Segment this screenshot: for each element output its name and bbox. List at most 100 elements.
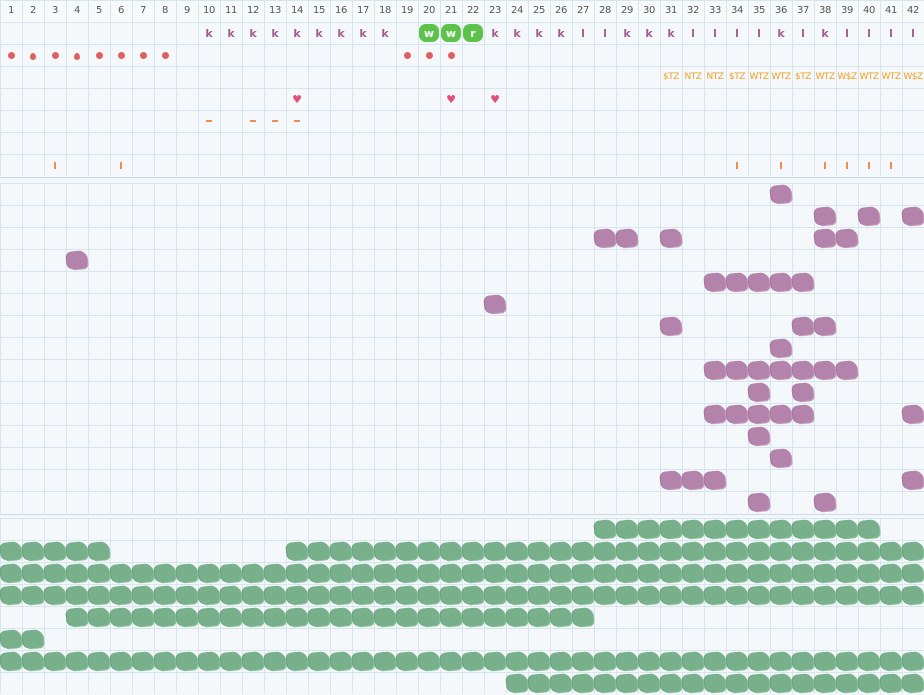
- purple-blob[interactable]: [660, 316, 682, 336]
- purple-blob[interactable]: [814, 492, 836, 512]
- green-blob[interactable]: [110, 585, 132, 605]
- green-blob[interactable]: [418, 651, 440, 671]
- purple-blob[interactable]: [748, 492, 770, 512]
- green-blob[interactable]: [880, 541, 902, 561]
- letter-cell[interactable]: k: [616, 22, 638, 44]
- green-blob[interactable]: [594, 585, 616, 605]
- letter-cell[interactable]: k: [374, 22, 396, 44]
- green-blob[interactable]: [286, 607, 308, 627]
- green-blob[interactable]: [814, 563, 836, 583]
- purple-blob[interactable]: [726, 404, 748, 424]
- green-blob[interactable]: [726, 673, 748, 693]
- purple-blob[interactable]: [792, 272, 814, 292]
- green-blob[interactable]: [110, 563, 132, 583]
- letter-cell[interactable]: k: [506, 22, 528, 44]
- green-blob[interactable]: [902, 651, 924, 671]
- purple-blob[interactable]: [770, 404, 792, 424]
- dot-cell[interactable]: [22, 44, 44, 66]
- letter-cell[interactable]: l: [726, 22, 748, 44]
- letter-cell[interactable]: k: [198, 22, 220, 44]
- green-blob[interactable]: [902, 563, 924, 583]
- green-blob[interactable]: [396, 563, 418, 583]
- green-blob[interactable]: [22, 541, 44, 561]
- green-blob[interactable]: [726, 585, 748, 605]
- green-blob[interactable]: [836, 585, 858, 605]
- green-blob[interactable]: [748, 563, 770, 583]
- green-blob[interactable]: [286, 585, 308, 605]
- letter-cell[interactable]: l: [836, 22, 858, 44]
- purple-blob[interactable]: [858, 206, 880, 226]
- green-blob[interactable]: [880, 585, 902, 605]
- green-blob[interactable]: [220, 585, 242, 605]
- green-blob[interactable]: [352, 563, 374, 583]
- green-blob[interactable]: [440, 541, 462, 561]
- green-blob[interactable]: [198, 651, 220, 671]
- green-blob[interactable]: [352, 585, 374, 605]
- letter-cell[interactable]: l: [594, 22, 616, 44]
- green-blob[interactable]: [704, 673, 726, 693]
- green-blob[interactable]: [660, 541, 682, 561]
- zone-cell[interactable]: NTZ: [704, 66, 726, 88]
- green-blob[interactable]: [374, 563, 396, 583]
- green-blob[interactable]: [352, 541, 374, 561]
- green-blob[interactable]: [220, 651, 242, 671]
- green-blob[interactable]: [484, 563, 506, 583]
- zone-cell[interactable]: WTZ: [880, 66, 902, 88]
- green-blob[interactable]: [748, 673, 770, 693]
- green-blob[interactable]: [484, 585, 506, 605]
- green-blob[interactable]: [374, 607, 396, 627]
- green-blob[interactable]: [154, 607, 176, 627]
- green-blob[interactable]: [638, 563, 660, 583]
- tick-cell[interactable]: [858, 154, 880, 176]
- green-blob[interactable]: [902, 541, 924, 561]
- green-blob[interactable]: [638, 585, 660, 605]
- green-blob[interactable]: [352, 607, 374, 627]
- zone-cell[interactable]: WTZ: [748, 66, 770, 88]
- green-blob[interactable]: [594, 651, 616, 671]
- green-blob[interactable]: [572, 563, 594, 583]
- green-blob[interactable]: [264, 607, 286, 627]
- green-blob[interactable]: [176, 651, 198, 671]
- green-blob[interactable]: [682, 563, 704, 583]
- green-blob[interactable]: [616, 673, 638, 693]
- green-blob[interactable]: [814, 585, 836, 605]
- green-blob[interactable]: [748, 651, 770, 671]
- green-blob[interactable]: [462, 563, 484, 583]
- purple-blob[interactable]: [748, 360, 770, 380]
- purple-blob[interactable]: [792, 360, 814, 380]
- green-blob[interactable]: [132, 585, 154, 605]
- green-blob[interactable]: [22, 651, 44, 671]
- green-blob[interactable]: [132, 607, 154, 627]
- green-blob[interactable]: [858, 651, 880, 671]
- green-blob[interactable]: [792, 541, 814, 561]
- green-blob[interactable]: [66, 607, 88, 627]
- green-blob[interactable]: [528, 673, 550, 693]
- green-blob[interactable]: [308, 585, 330, 605]
- letter-cell[interactable]: k: [330, 22, 352, 44]
- green-blob[interactable]: [770, 651, 792, 671]
- green-blob[interactable]: [66, 651, 88, 671]
- green-blob[interactable]: [770, 585, 792, 605]
- green-blob[interactable]: [374, 585, 396, 605]
- green-blob[interactable]: [528, 651, 550, 671]
- green-blob[interactable]: [66, 541, 88, 561]
- purple-blob[interactable]: [770, 338, 792, 358]
- green-blob[interactable]: [418, 585, 440, 605]
- purple-blob[interactable]: [814, 206, 836, 226]
- green-blob[interactable]: [484, 607, 506, 627]
- purple-blob[interactable]: [748, 272, 770, 292]
- green-blob[interactable]: [792, 651, 814, 671]
- green-blob[interactable]: [836, 563, 858, 583]
- green-blob[interactable]: [330, 585, 352, 605]
- heart-cell[interactable]: ♥: [484, 88, 506, 110]
- dot-cell[interactable]: [132, 44, 154, 66]
- green-blob[interactable]: [88, 563, 110, 583]
- green-blob[interactable]: [550, 541, 572, 561]
- green-blob[interactable]: [550, 563, 572, 583]
- green-blob[interactable]: [880, 673, 902, 693]
- green-blob[interactable]: [704, 651, 726, 671]
- purple-blob[interactable]: [484, 294, 506, 314]
- tick-cell[interactable]: [726, 154, 748, 176]
- purple-blob[interactable]: [748, 404, 770, 424]
- green-blob[interactable]: [792, 673, 814, 693]
